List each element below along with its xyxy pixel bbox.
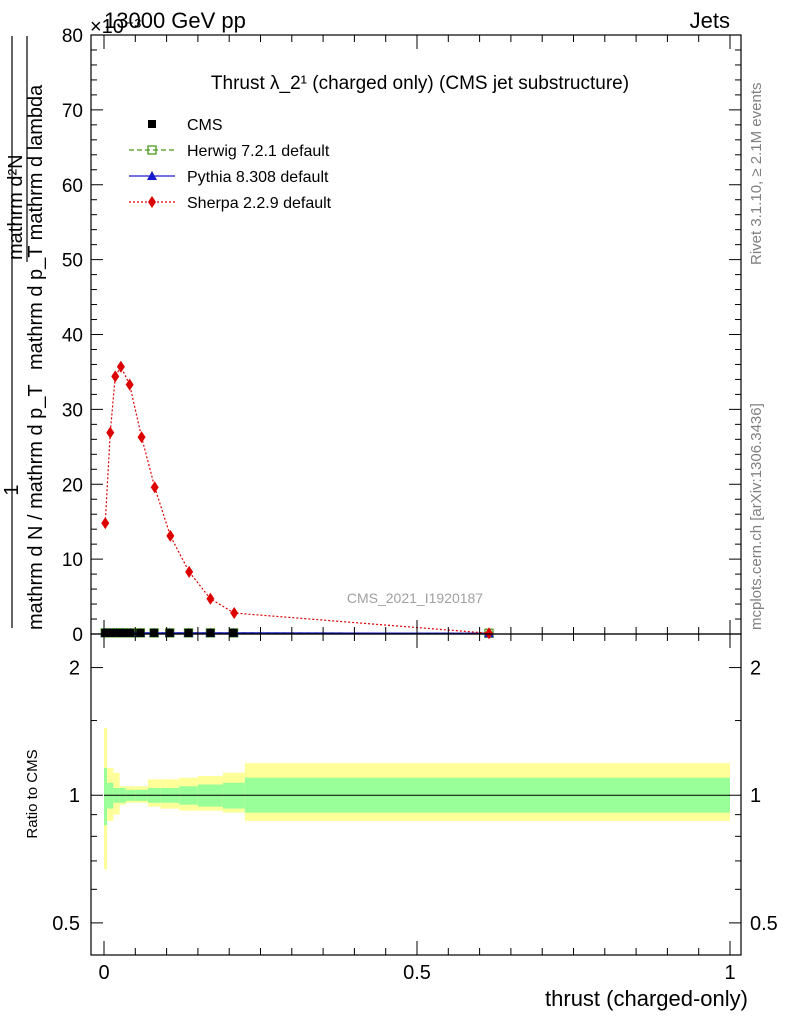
ylabel-den: mathrm d p_T mathrm d lambda bbox=[25, 84, 47, 370]
ratio-ylabel: Ratio to CMS bbox=[24, 749, 41, 838]
sherpa-point bbox=[166, 529, 175, 542]
mcplots-info: mcplots.cern.ch [arXiv:1306.3436] bbox=[748, 403, 765, 630]
ylabel-num: mathrm d²N bbox=[5, 154, 27, 260]
y-tick-label: 20 bbox=[62, 475, 83, 496]
sherpa-point bbox=[137, 431, 146, 444]
sherpa-point bbox=[206, 592, 215, 605]
ratio-y-tick-label: 1 bbox=[750, 785, 761, 807]
x-tick-label: 1 bbox=[724, 962, 735, 984]
y-tick-label: 70 bbox=[62, 101, 83, 122]
ratio-frame bbox=[90, 633, 742, 956]
x-tick-label: 0.5 bbox=[403, 962, 431, 984]
legend-marker bbox=[147, 145, 157, 155]
cms-point bbox=[106, 628, 115, 637]
cms-point bbox=[150, 628, 159, 637]
legend-label: Sherpa 2.2.9 default bbox=[187, 195, 332, 212]
cms-point bbox=[126, 628, 135, 637]
x-tick-label: 0 bbox=[98, 962, 109, 984]
sherpa-point bbox=[116, 360, 125, 373]
cms-point bbox=[101, 628, 110, 637]
sherpa-point bbox=[106, 426, 115, 439]
ratio-panel: 0 0.5 1 0.5 0.5 1 1 2 2 Ratio to CMS bbox=[24, 633, 778, 984]
x-axis-label: thrust (charged-only) bbox=[545, 986, 748, 1011]
sherpa-point bbox=[185, 565, 194, 578]
ratio-y-tick-label: 1 bbox=[69, 785, 80, 807]
legend-label: Herwig 7.2.1 default bbox=[187, 143, 330, 160]
y-tick-label: 80 bbox=[62, 26, 83, 47]
legend-label: Pythia 8.308 default bbox=[187, 169, 329, 186]
exponent-label: ×10⁻³ bbox=[90, 16, 141, 38]
rivet-info: Rivet 3.1.10, ≥ 2.1M events bbox=[748, 83, 765, 266]
sherpa-point bbox=[230, 607, 239, 620]
legend: CMS Herwig 7.2.1 default Pythia 8.308 defa… bbox=[129, 117, 332, 212]
y-tick-label: 10 bbox=[62, 550, 83, 571]
main-ylabel: 1 mathrm d N / mathrm d p_T mathrm d²N m… bbox=[1, 36, 47, 630]
energy-label: 13000 GeV pp bbox=[104, 8, 246, 33]
sherpa-point bbox=[125, 378, 134, 391]
legend-marker bbox=[147, 171, 157, 180]
sherpa-point bbox=[101, 517, 110, 530]
y-tick-label: 60 bbox=[62, 176, 83, 197]
sherpa-point bbox=[150, 481, 159, 494]
y-tick-label: 40 bbox=[62, 326, 83, 347]
stat-uncertainty-band bbox=[104, 767, 108, 826]
sherpa-line bbox=[104, 365, 490, 634]
ylabel-prefix-den: mathrm d N / mathrm d p_T bbox=[25, 384, 47, 630]
cms-point bbox=[136, 628, 145, 637]
legend-marker bbox=[148, 196, 156, 208]
legend-label: CMS bbox=[187, 117, 223, 134]
jets-label: Jets bbox=[690, 8, 730, 33]
sherpa-point bbox=[484, 627, 493, 640]
ratio-y-tick-label: 0.5 bbox=[52, 913, 80, 935]
cms-point bbox=[112, 628, 121, 637]
ratio-y-tick-label: 2 bbox=[69, 658, 80, 680]
cms-point bbox=[229, 628, 238, 637]
sherpa-point bbox=[111, 370, 120, 383]
cms-point bbox=[118, 628, 127, 637]
ratio-y-tick-label: 0.5 bbox=[750, 913, 778, 935]
chart-title: Thrust λ_2¹ (charged only) (CMS jet subs… bbox=[211, 73, 629, 94]
main-panel: 0 10 20 30 40 50 60 70 80 Thrust λ_2¹ (charged o… bbox=[62, 26, 742, 646]
y-tick-label: 0 bbox=[72, 625, 83, 646]
y-tick-label: 50 bbox=[62, 251, 83, 272]
legend-marker bbox=[148, 120, 156, 128]
ratio-y-tick-label: 2 bbox=[750, 658, 761, 680]
y-tick-label: 30 bbox=[62, 400, 83, 421]
watermark: CMS_2021_I1920187 bbox=[347, 590, 483, 606]
cms-point bbox=[165, 628, 174, 637]
cms-point bbox=[184, 628, 193, 637]
cms-point bbox=[206, 628, 215, 637]
